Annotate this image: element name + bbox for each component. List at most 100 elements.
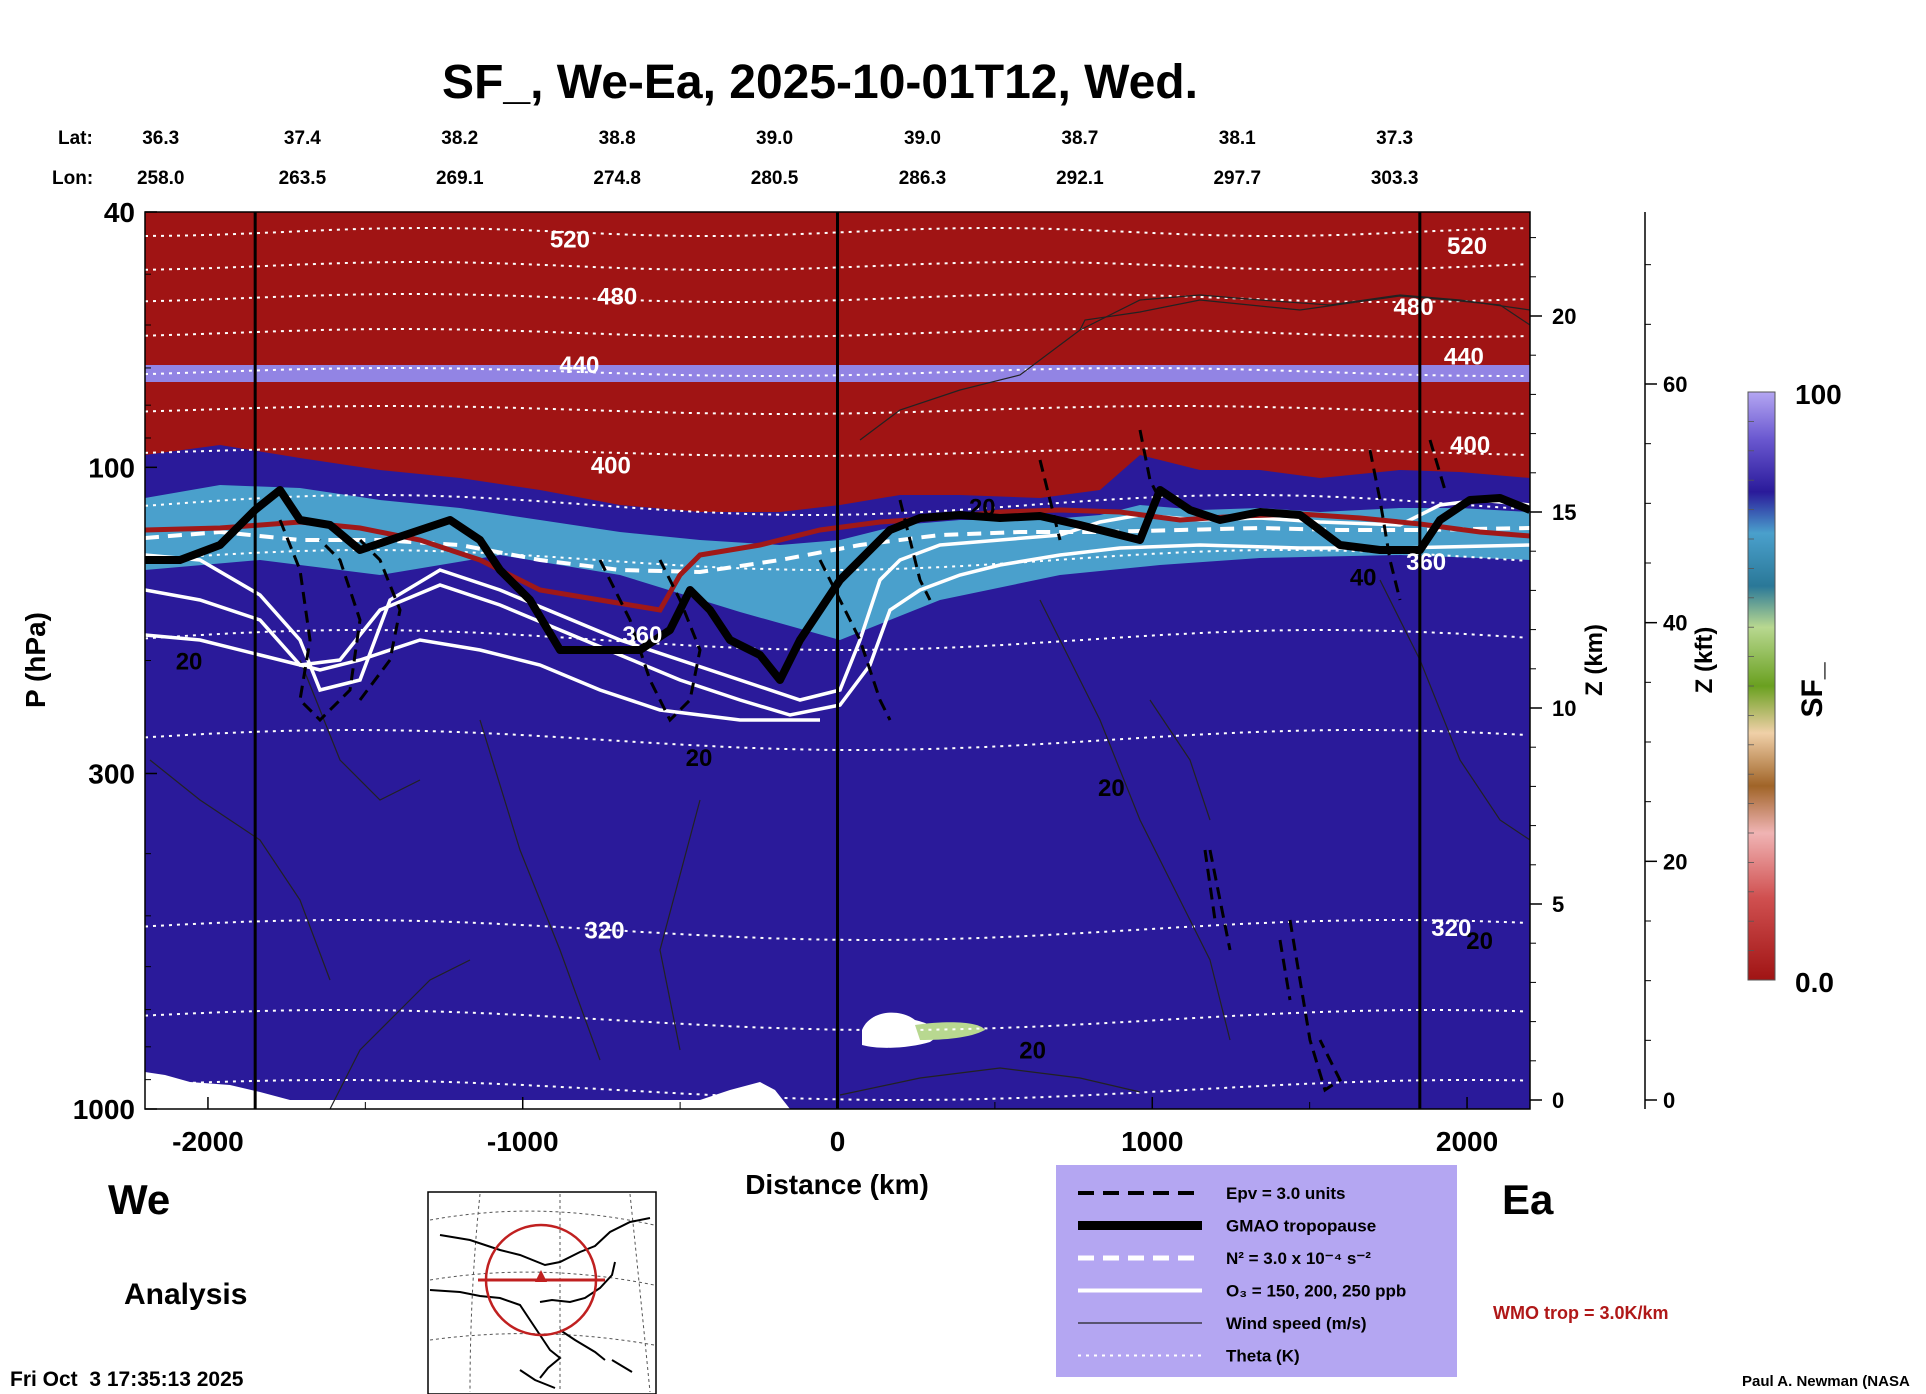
lat-value: 37.4 [284,128,321,149]
theta-contour [145,1079,1526,1101]
theta-label: 360 [1406,549,1446,576]
y-tick-label: 300 [88,758,135,789]
y-tick-label: 40 [104,197,135,228]
terrain [145,1072,790,1109]
lon-value: 258.0 [137,168,185,189]
theta-label: 440 [1444,344,1484,371]
colorbar-title: SF_ [1796,662,1829,717]
legend-label: N² = 3.0 x 10⁻⁴ s⁻² [1226,1249,1371,1268]
legend-label: Epv = 3.0 units [1226,1184,1346,1203]
epv-contour [598,559,702,723]
x-tick-label: -2000 [172,1126,244,1157]
legend-label: Wind speed (m/s) [1226,1314,1367,1333]
west-label: We [108,1176,170,1223]
lat-value: 38.1 [1219,128,1256,149]
wind-speed-label: 20 [1019,1038,1046,1065]
x-tick-label: 1000 [1121,1126,1183,1157]
z-km-tick-label: 0 [1552,1088,1564,1113]
epv-contour [898,499,932,601]
legend-label: GMAO tropopause [1226,1217,1376,1236]
lat-value: 37.3 [1376,128,1413,149]
wind-speed-label: 20 [1098,775,1125,802]
y-tick-label: 100 [88,452,135,483]
z-km-tick-label: 20 [1552,304,1576,329]
ozone-contour [145,633,820,722]
x-tick-label: 0 [830,1126,846,1157]
timestamp: Fri Oct 3 17:35:13 2025 [10,1368,244,1391]
theta-contour [145,447,1526,457]
theta-contour [145,494,1526,516]
epv-contour [1138,429,1162,501]
z-km-tick-label: 10 [1552,696,1576,721]
wind-speed-label: 20 [686,745,713,772]
z-km-tick-label: 5 [1552,892,1564,917]
sf-field [145,212,1530,1109]
lat-value: 39.0 [756,128,793,149]
lat-lon-row: 36.3 37.4 38.2 38.8 39.0 39.0 38.7 38.1 37.3 258.… [137,128,1418,189]
lon-value: 292.1 [1056,168,1104,189]
colorbar-ticks [1748,391,1754,981]
vertical-reference-lines [253,212,1422,1109]
epv-contour [1038,459,1062,541]
lat-label: Lat: [58,128,93,149]
epv-contour [358,538,402,701]
z-km-tick-label: 15 [1552,500,1576,525]
theta-contour [145,549,1526,571]
theta-contour [145,227,1526,237]
lon-value: 274.8 [593,168,641,189]
theta-label: 480 [1394,294,1434,321]
lon-value: 269.1 [436,168,484,189]
legend: Epv = 3.0 units GMAO tropopause N² = 3.0 x… [1056,1165,1457,1377]
theta-label: 400 [591,453,631,480]
n2-contour [145,525,1530,575]
cloud-patch [862,1012,938,1048]
z-kft-axis-title: Z (kft) [1691,627,1718,694]
lon-value: 303.3 [1371,168,1419,189]
wind-contour [839,1067,1141,1096]
lat-value: 38.7 [1061,128,1098,149]
theta-label: 520 [1447,233,1487,260]
wind-contour [329,959,471,1109]
theta-contour [145,919,1526,941]
wind-speed-label: 20 [969,494,996,521]
wind-speed-label: 20 [1466,928,1493,955]
wind-contour [479,719,701,1061]
chart-title: SF_, We-Ea, 2025-10-01T12, Wed. [442,56,1198,109]
lon-value: 297.7 [1213,168,1261,189]
y-axis-title: P (hPa) [20,612,51,708]
x-axis-title: Distance (km) [745,1169,929,1200]
lon-value: 280.5 [751,168,799,189]
theta-label: 440 [559,352,599,379]
theta-label: 520 [550,227,590,254]
theta-contour [145,1009,1526,1031]
theta-contour [145,328,1526,338]
z-km-axis-title: Z (km) [1581,624,1608,696]
analysis-label: Analysis [124,1278,247,1311]
epv-contour [1278,919,1342,1093]
z-kft-tick-label: 40 [1663,611,1687,636]
lon-label: Lon: [52,168,93,189]
epv-contour [818,559,892,721]
axes: -2000 -1000 0 1000 2000 40 100 300 1000 0 5 10 15 20 0… [73,197,1688,1157]
z-kft-tick-label: 0 [1663,1088,1675,1113]
z-kft-tick-label: 60 [1663,372,1687,397]
lon-value: 286.3 [899,168,947,189]
wind-contour [299,659,421,801]
theta-contour [145,629,1526,651]
lon-value: 263.5 [279,168,327,189]
lat-value: 38.2 [441,128,478,149]
theta-contour [145,367,1525,377]
ozone-contour [145,543,1530,717]
epv-contour [1203,849,1232,951]
colorbar-max-label: 100 [1795,379,1842,410]
theta-label: 360 [622,622,662,649]
theta-contour [145,729,1526,751]
epv-contour [1368,439,1447,601]
wind-contour [859,294,1530,441]
z-kft-tick-label: 20 [1663,849,1687,874]
colorbar-min-label: 0.0 [1795,967,1834,998]
cloud-patch-green [915,1022,985,1040]
lat-value: 36.3 [142,128,179,149]
east-label: Ea [1502,1176,1554,1223]
